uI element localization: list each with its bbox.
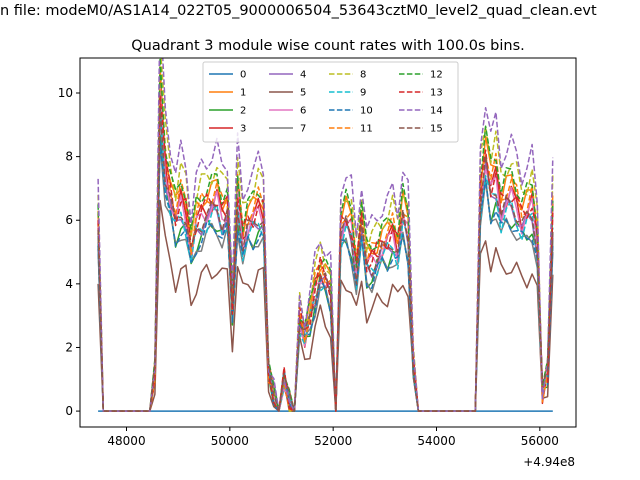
legend-label: 5 bbox=[300, 88, 306, 99]
y-tick-label: 8 bbox=[65, 150, 73, 164]
legend-label: 12 bbox=[430, 70, 443, 81]
series-line-12 bbox=[97, 58, 554, 412]
series-line-10 bbox=[97, 140, 554, 412]
y-tick-label: 0 bbox=[65, 404, 73, 418]
legend-label: 11 bbox=[360, 124, 373, 135]
x-tick-label: 56000 bbox=[521, 434, 559, 448]
legend-label: 9 bbox=[360, 88, 366, 99]
legend-label: 8 bbox=[360, 70, 366, 81]
legend-label: 1 bbox=[240, 88, 246, 99]
series-line-5 bbox=[97, 199, 554, 412]
x-axis-ticks: 48000 50000 52000 54000 56000 bbox=[107, 427, 559, 448]
series-line-11 bbox=[97, 68, 554, 412]
x-tick-label: 48000 bbox=[107, 434, 145, 448]
x-offset-label: +4.94e8 bbox=[523, 455, 575, 469]
legend-label: 2 bbox=[240, 106, 246, 117]
x-tick-label: 54000 bbox=[417, 434, 455, 448]
chart-title: Quadrant 3 module wise count rates with … bbox=[131, 38, 525, 54]
y-tick-label: 10 bbox=[58, 86, 73, 100]
plot-frame bbox=[79, 57, 577, 428]
y-tick-label: 4 bbox=[65, 277, 73, 291]
series-layer bbox=[97, 58, 554, 412]
y-tick-label: 6 bbox=[65, 213, 73, 227]
legend-label: 13 bbox=[430, 88, 443, 99]
series-line-13 bbox=[97, 95, 554, 412]
x-tick-label: 50000 bbox=[211, 434, 249, 448]
x-tick-label: 52000 bbox=[314, 434, 352, 448]
legend-label: 6 bbox=[300, 106, 306, 117]
legend-label: 15 bbox=[430, 124, 443, 135]
legend-label: 0 bbox=[240, 70, 246, 81]
y-tick-label: 2 bbox=[65, 340, 73, 354]
legend-label: 4 bbox=[300, 70, 306, 81]
series-line-9 bbox=[97, 105, 554, 412]
legend-label: 7 bbox=[300, 124, 306, 135]
series-line-8 bbox=[97, 58, 554, 412]
legend-label: 10 bbox=[360, 106, 373, 117]
legend-label: 14 bbox=[430, 106, 443, 117]
series-line-4 bbox=[97, 110, 554, 412]
series-line-15 bbox=[97, 107, 554, 412]
figure-suptitle: n file: modeM0/AS1A14_022T05_9000006504_… bbox=[0, 3, 597, 19]
legend-box bbox=[202, 61, 459, 143]
y-axis-ticks: 0 2 4 6 8 10 bbox=[58, 86, 80, 418]
legend-label: 3 bbox=[240, 124, 246, 135]
